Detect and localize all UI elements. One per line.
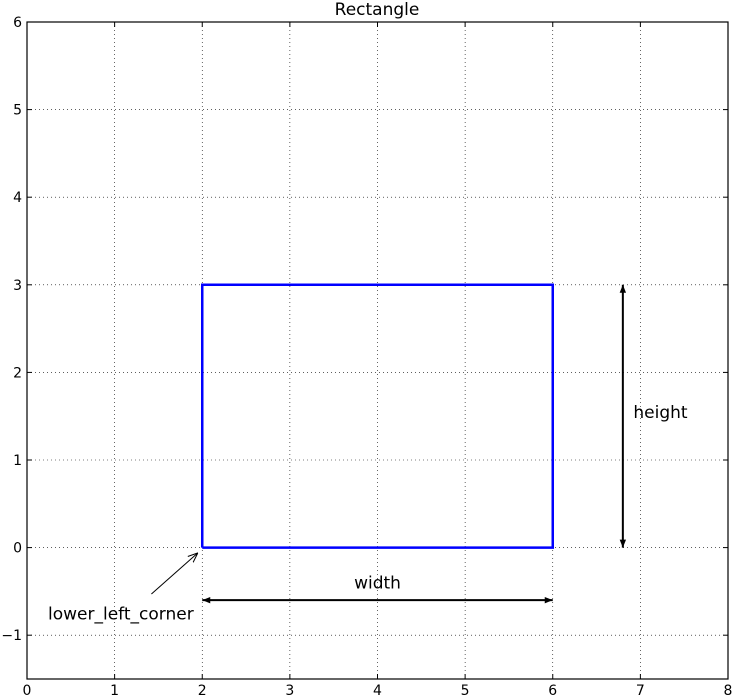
y-tick-label: 6 xyxy=(13,15,22,31)
y-tick-label: 4 xyxy=(13,190,22,206)
annotation-label: height xyxy=(633,403,688,423)
x-tick-label: 7 xyxy=(636,683,645,697)
x-tick-label: 5 xyxy=(461,683,470,697)
y-tick-label: 2 xyxy=(13,365,22,381)
x-tick-label: 1 xyxy=(110,683,119,697)
y-tick-label: 1 xyxy=(13,453,22,469)
x-tick-label: 0 xyxy=(23,683,32,697)
y-tick-label: −1 xyxy=(1,628,22,644)
annotation-arrow xyxy=(151,553,197,595)
x-tick-label: 6 xyxy=(548,683,557,697)
annotation-label: width xyxy=(354,574,401,594)
y-tick-label: 5 xyxy=(13,103,22,119)
y-tick-label: 0 xyxy=(13,541,22,557)
x-tick-label: 3 xyxy=(285,683,294,697)
plot-frame xyxy=(26,21,729,680)
x-tick-label: 2 xyxy=(198,683,207,697)
chart-title: Rectangle xyxy=(335,0,420,20)
x-tick-label: 8 xyxy=(724,683,733,697)
y-tick-label: 3 xyxy=(13,278,22,294)
annotation-label: lower_left_corner xyxy=(48,604,194,624)
x-tick-label: 4 xyxy=(373,683,382,697)
rectangle-outline xyxy=(201,283,554,549)
